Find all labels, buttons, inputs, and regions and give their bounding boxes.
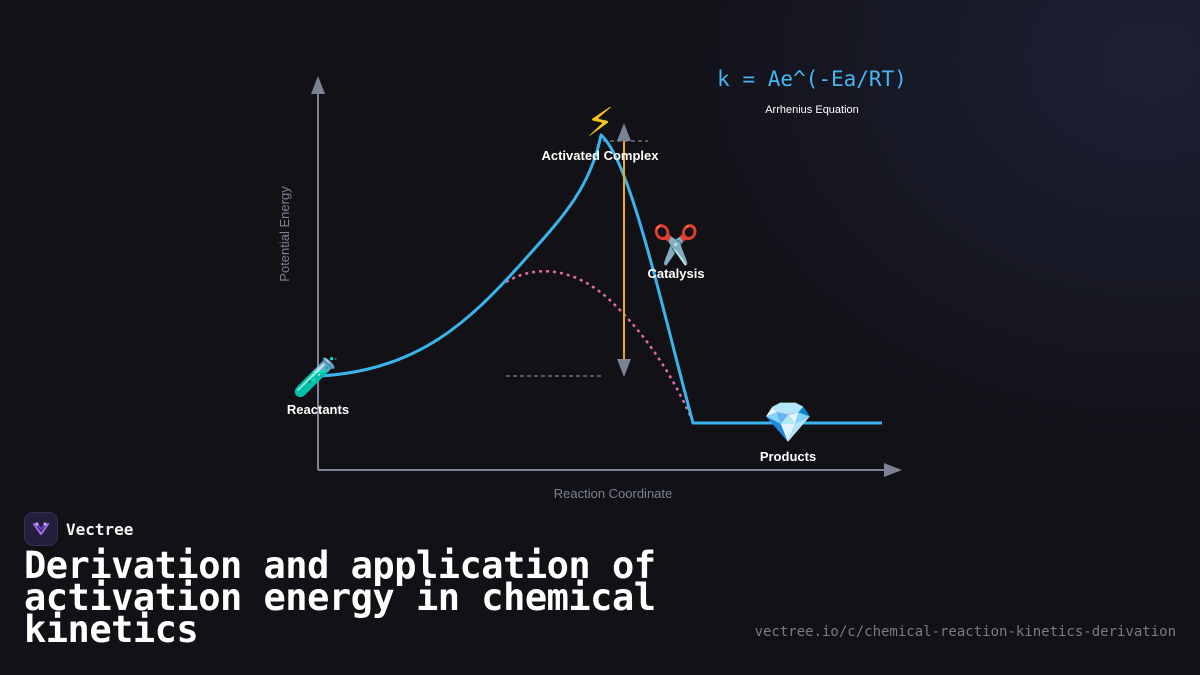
y-axis-arrowhead bbox=[311, 76, 325, 94]
gem-icon: 💎 bbox=[763, 400, 813, 446]
activation-arrow-top-head bbox=[617, 123, 631, 141]
page-title: Derivation and application of activation… bbox=[24, 544, 656, 651]
products-label: Products bbox=[760, 449, 816, 464]
x-axis-label: Reaction Coordinate bbox=[554, 486, 673, 501]
x-axis-arrowhead bbox=[884, 463, 902, 477]
activation-arrow-bottom-head bbox=[617, 359, 631, 377]
arrhenius-formula: k = Ae^(-Ea/RT) bbox=[717, 67, 907, 91]
brand-name: Vectree bbox=[66, 519, 134, 539]
catalyzed-pathway-curve bbox=[505, 270, 695, 423]
vectree-logo-icon bbox=[24, 512, 58, 546]
scissors-icon: ✂️ bbox=[652, 222, 699, 267]
reactants-label: Reactants bbox=[287, 402, 349, 417]
uncatalyzed-pathway-curve bbox=[319, 133, 882, 425]
brand: Vectree bbox=[24, 512, 133, 546]
y-axis-label: Potential Energy bbox=[277, 186, 292, 282]
catalysis-label: Catalysis bbox=[647, 266, 704, 281]
page-url: vectree.io/c/chemical-reaction-kinetics-… bbox=[754, 624, 1176, 640]
formula-caption: Arrhenius Equation bbox=[765, 104, 859, 116]
activated-complex-label: Activated Complex bbox=[541, 148, 659, 163]
test-tube-icon: 🧪 bbox=[292, 355, 339, 399]
lightning-icon: ⚡ bbox=[586, 100, 614, 146]
